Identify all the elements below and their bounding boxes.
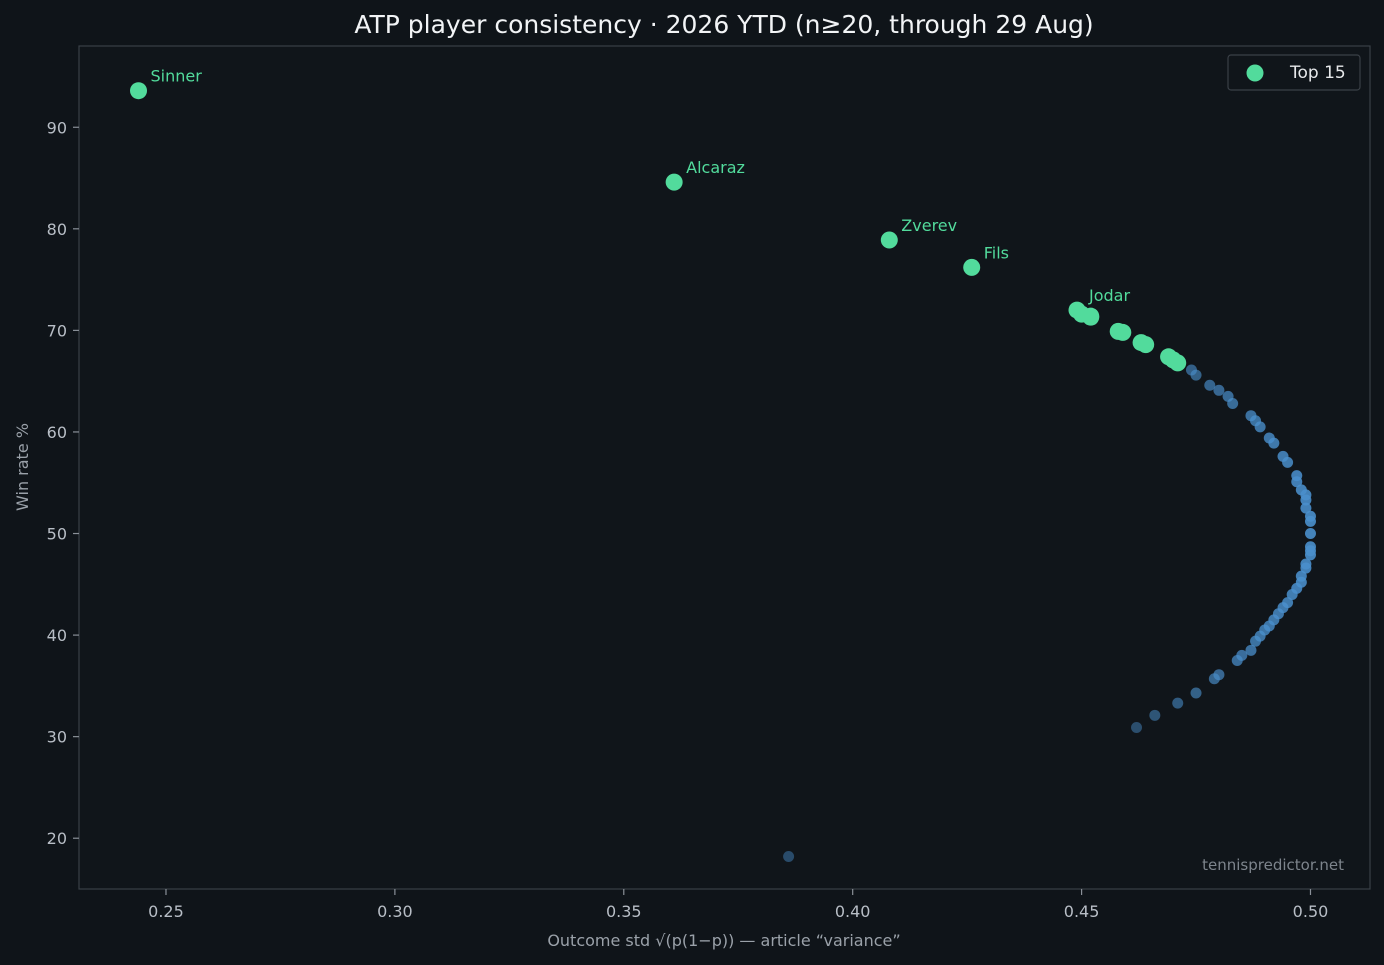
- series-others: [783, 364, 1316, 862]
- data-point-other: [1213, 384, 1225, 396]
- x-tick-label: 0.45: [1064, 902, 1100, 921]
- x-axis-label: Outcome std √(p(1−p)) — article “varianc…: [547, 931, 900, 950]
- y-tick-label: 80: [47, 220, 67, 239]
- y-axis: 20 30 40 50 60 70 80 90: [47, 118, 79, 848]
- plot-area: [78, 45, 1371, 890]
- x-tick-label: 0.40: [835, 902, 871, 921]
- data-point-top-15: [1169, 354, 1187, 372]
- x-tick-label: 0.25: [148, 902, 184, 921]
- data-point-top-15: [665, 173, 683, 191]
- data-point-top-15: [1082, 308, 1100, 326]
- data-point-other: [1291, 476, 1303, 488]
- data-point-other: [1227, 398, 1239, 410]
- data-point-other: [1204, 379, 1216, 391]
- data-point-other: [1190, 687, 1202, 699]
- y-tick-label: 70: [47, 321, 67, 340]
- legend-label-top-15: Top 15: [1289, 63, 1346, 83]
- data-point-other: [1245, 644, 1257, 656]
- chart-title: ATP player consistency · 2026 YTD (n≥20,…: [354, 10, 1093, 39]
- data-point-other: [1300, 494, 1312, 506]
- legend: Top 15: [1227, 54, 1361, 91]
- data-point-other: [1282, 456, 1294, 468]
- y-tick-label: 90: [47, 118, 67, 137]
- point-label: Zverev: [901, 216, 957, 235]
- point-label: Alcaraz: [686, 158, 745, 177]
- x-axis: 0.25 0.30 0.35 0.40 0.45 0.50: [148, 889, 1328, 921]
- data-point-other: [1304, 528, 1316, 540]
- data-point-top-15: [963, 258, 981, 276]
- x-tick-label: 0.35: [606, 902, 642, 921]
- y-tick-label: 40: [47, 626, 67, 645]
- data-point-top-15: [880, 231, 898, 249]
- x-tick-label: 0.50: [1293, 902, 1329, 921]
- point-label: Fils: [984, 243, 1009, 262]
- y-axis-label: Win rate %: [13, 423, 32, 511]
- data-point-other: [1254, 421, 1266, 433]
- data-point-other: [1268, 437, 1280, 449]
- data-point-other: [1231, 654, 1243, 666]
- point-label: Jodar: [1088, 286, 1130, 305]
- axes-frame: [78, 45, 1371, 890]
- legend-marker-top-15: [1246, 64, 1264, 82]
- data-point-other: [1149, 709, 1161, 721]
- data-point-other: [1208, 673, 1220, 685]
- data-point-top-15: [1137, 336, 1155, 354]
- y-tick-label: 30: [47, 728, 67, 747]
- y-tick-label: 60: [47, 423, 67, 442]
- data-point-other: [1300, 502, 1312, 514]
- data-point-other: [1172, 697, 1184, 709]
- series-top-15: [130, 82, 1187, 372]
- data-point-other: [1190, 369, 1202, 381]
- legend-box: [1227, 54, 1361, 91]
- data-point-other: [1300, 562, 1312, 574]
- data-point-other: [1131, 722, 1143, 734]
- data-point-other: [1304, 515, 1316, 527]
- y-tick-label: 50: [47, 525, 67, 544]
- x-tick-label: 0.30: [377, 902, 413, 921]
- data-point-other: [1304, 549, 1316, 561]
- credit-watermark: tennispredictor.net: [1202, 856, 1344, 874]
- point-label: Sinner: [151, 67, 203, 86]
- data-point-other: [1286, 588, 1298, 600]
- data-point-top-15: [1114, 323, 1132, 341]
- data-point-other: [1250, 635, 1262, 647]
- point-annotations: Sinner Alcaraz Zverev Fils Jodar: [151, 67, 1131, 305]
- data-point-other: [783, 850, 795, 862]
- data-point-top-15: [130, 82, 148, 100]
- y-tick-label: 20: [47, 829, 67, 848]
